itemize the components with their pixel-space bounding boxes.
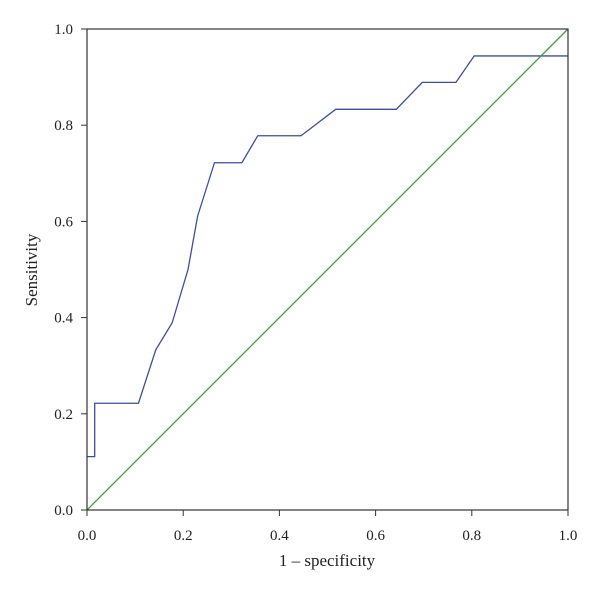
tick-labels: 0.0 0.2 0.4 0.6 0.8 1.0 0.0 0.2 0.4 0.6 0.8 1.0 <box>54 22 577 544</box>
x-tick-label: 0.4 <box>270 528 289 544</box>
x-tick-label: 1.0 <box>559 528 578 544</box>
x-tick-label: 0.8 <box>462 528 481 544</box>
x-tick-label: 0.6 <box>366 528 385 544</box>
y-tick-label: 0.4 <box>54 311 73 327</box>
reference-diagonal-line <box>86 28 569 511</box>
y-tick-label: 0.2 <box>54 407 73 423</box>
plot-frame <box>86 28 569 511</box>
y-tick-label: 0.8 <box>54 118 73 134</box>
x-tick-label: 0.2 <box>174 528 193 544</box>
roc-curve-line <box>87 55 568 458</box>
series-lines <box>86 28 569 511</box>
x-tick-label: 0.0 <box>78 528 97 544</box>
x-axis-title: 1 – specificity <box>279 551 376 570</box>
y-tick-label: 0.6 <box>54 214 73 230</box>
y-tick-label: 1.0 <box>54 22 73 38</box>
axis-ticks <box>81 28 569 516</box>
y-axis-title: Sensitivity <box>22 233 41 306</box>
y-tick-label: 0.0 <box>54 503 73 519</box>
